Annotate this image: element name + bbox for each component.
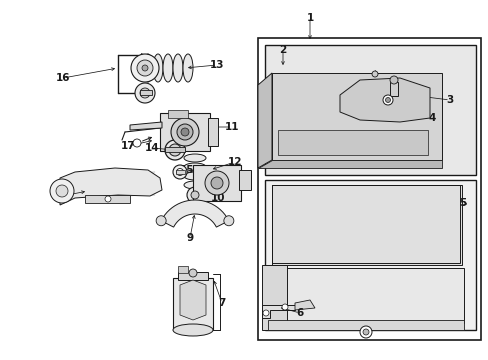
Circle shape: [181, 128, 189, 136]
Bar: [164, 147, 184, 152]
Circle shape: [263, 310, 268, 316]
Ellipse shape: [142, 54, 153, 82]
Bar: [278, 130, 427, 155]
Text: 8: 8: [58, 191, 65, 201]
Circle shape: [186, 187, 203, 203]
Text: 4: 4: [427, 113, 435, 123]
Text: 17: 17: [121, 141, 135, 151]
Bar: [262, 265, 286, 330]
Circle shape: [137, 60, 153, 76]
Text: 15: 15: [180, 165, 194, 175]
Ellipse shape: [183, 181, 205, 189]
Ellipse shape: [153, 54, 163, 82]
Bar: [178, 272, 207, 280]
Bar: [168, 110, 187, 118]
Polygon shape: [294, 300, 314, 310]
Circle shape: [140, 88, 150, 98]
Circle shape: [177, 124, 193, 140]
Text: 5: 5: [458, 198, 466, 208]
Polygon shape: [262, 305, 294, 318]
Text: 2: 2: [279, 45, 286, 55]
Circle shape: [133, 139, 141, 147]
Bar: [85, 195, 130, 203]
Text: 10: 10: [210, 193, 225, 203]
Ellipse shape: [183, 154, 205, 162]
Circle shape: [371, 71, 377, 77]
Bar: [173, 278, 213, 330]
Bar: [271, 185, 461, 265]
Circle shape: [189, 269, 197, 277]
Circle shape: [135, 83, 155, 103]
Bar: [267, 320, 463, 330]
Polygon shape: [130, 122, 162, 130]
Circle shape: [282, 304, 287, 310]
Circle shape: [105, 196, 111, 202]
Circle shape: [56, 185, 68, 197]
Text: 13: 13: [209, 60, 224, 70]
Circle shape: [171, 118, 199, 146]
Bar: [258, 38, 480, 340]
Ellipse shape: [163, 54, 173, 82]
Bar: [140, 90, 152, 95]
Text: 1: 1: [306, 13, 313, 23]
Circle shape: [173, 165, 186, 179]
Text: 16: 16: [56, 73, 70, 83]
Ellipse shape: [183, 172, 205, 180]
Circle shape: [131, 54, 159, 82]
Text: 9: 9: [186, 233, 193, 243]
Circle shape: [156, 216, 166, 226]
Bar: [267, 268, 463, 323]
Text: 7: 7: [218, 298, 225, 308]
Circle shape: [210, 177, 223, 189]
Text: 12: 12: [227, 157, 242, 167]
Circle shape: [191, 191, 199, 199]
Bar: [193, 165, 241, 201]
Text: 14: 14: [144, 143, 159, 153]
Circle shape: [389, 76, 397, 84]
Bar: [207, 118, 218, 146]
Circle shape: [142, 65, 148, 71]
Text: 3: 3: [446, 95, 453, 105]
Polygon shape: [60, 168, 162, 205]
Circle shape: [385, 98, 390, 103]
Circle shape: [359, 326, 371, 338]
Circle shape: [382, 95, 392, 105]
Ellipse shape: [183, 163, 205, 171]
Polygon shape: [264, 180, 475, 330]
Ellipse shape: [183, 54, 193, 82]
Bar: [264, 45, 475, 175]
Polygon shape: [161, 200, 228, 227]
Polygon shape: [339, 78, 429, 122]
Text: 6: 6: [296, 308, 303, 318]
Bar: [271, 185, 459, 263]
Bar: [389, 82, 397, 96]
Bar: [160, 113, 209, 151]
Bar: [178, 266, 187, 273]
Polygon shape: [271, 73, 441, 160]
Circle shape: [169, 144, 181, 156]
Circle shape: [50, 179, 74, 203]
Circle shape: [204, 171, 228, 195]
Circle shape: [164, 140, 184, 160]
Circle shape: [224, 216, 233, 226]
Circle shape: [362, 329, 368, 335]
Ellipse shape: [173, 54, 183, 82]
Bar: [176, 170, 184, 174]
Polygon shape: [258, 73, 271, 168]
Polygon shape: [180, 280, 205, 320]
Polygon shape: [258, 160, 441, 168]
Ellipse shape: [173, 324, 213, 336]
Circle shape: [176, 168, 183, 175]
Text: 11: 11: [224, 122, 239, 132]
Bar: [239, 170, 250, 190]
